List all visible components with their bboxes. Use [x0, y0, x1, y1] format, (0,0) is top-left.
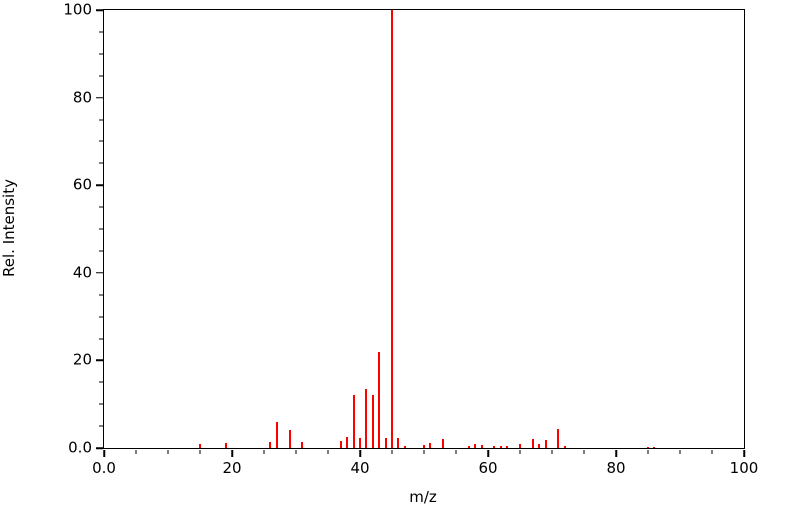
- x-axis-major-tick-80: [615, 449, 617, 457]
- spectrum-peak-mz-27: [275, 421, 278, 448]
- y-axis-minor-tick-70: [98, 140, 103, 142]
- spectrum-peak-mz-85: [647, 446, 649, 448]
- y-axis-tick-label-20: 20: [72, 350, 92, 369]
- spectrum-peak-mz-42: [371, 395, 374, 448]
- y-axis-minor-tick-5: [98, 425, 103, 427]
- x-axis-tick-label-100: 100: [729, 459, 759, 477]
- x-axis-minor-tick-35: [327, 449, 329, 454]
- spectrum-peak-mz-41: [365, 388, 368, 448]
- spectrum-peak-mz-86: [653, 446, 656, 448]
- x-axis-minor-tick-65: [519, 449, 521, 454]
- y-axis-minor-tick-15: [98, 381, 103, 383]
- y-axis-title: Rel. Intensity: [0, 179, 18, 277]
- y-axis-major-tick-40: [95, 272, 103, 274]
- spectrum-peak-mz-59: [480, 444, 483, 448]
- x-axis-minor-tick-70: [551, 449, 553, 454]
- spectrum-peak-mz-40: [359, 438, 361, 448]
- spectrum-peak-mz-46: [397, 438, 400, 448]
- y-axis-major-tick-80: [95, 96, 103, 99]
- spectrum-peak-mz-26: [269, 442, 272, 448]
- spectrum-peak-mz-58: [474, 444, 477, 448]
- y-axis-minor-tick-85: [98, 75, 103, 77]
- x-axis-major-tick-0: [103, 449, 105, 457]
- spectrum-peak-mz-72: [563, 446, 566, 448]
- spectrum-peak-mz-67: [531, 439, 534, 448]
- x-axis-tick-label-0: 0.0: [92, 459, 116, 477]
- spectrum-peak-mz-61: [493, 445, 496, 448]
- y-axis-minor-tick-30: [98, 316, 103, 318]
- spectrum-peak-mz-63: [506, 446, 509, 448]
- x-axis-major-tick-60: [487, 449, 489, 457]
- spectrum-peak-mz-39: [352, 395, 355, 448]
- y-axis-minor-tick-65: [98, 162, 103, 164]
- x-axis-title: m/z: [409, 488, 437, 506]
- x-axis-minor-tick-90: [679, 449, 681, 454]
- y-axis-tick-label-60: 60: [72, 175, 92, 194]
- y-axis-tick-label-100: 100: [63, 0, 92, 19]
- spectrum-peak-mz-65: [519, 443, 521, 448]
- y-axis-tick-label-0: 0.0: [68, 438, 92, 457]
- plot-area: 0.0 20 40 60 80 100 0.0 20 40 60 80 100: [63, 2, 758, 476]
- spectrum-peak-mz-53: [442, 438, 445, 448]
- spectrum-peak-mz-62: [499, 446, 502, 448]
- y-axis-minor-tick-95: [98, 31, 103, 33]
- spectrum-peak-mz-19: [224, 442, 227, 448]
- y-axis-minor-tick-75: [98, 119, 103, 120]
- spectrum-peak-mz-68: [538, 444, 541, 448]
- y-axis-major-tick-0: [95, 447, 103, 449]
- y-axis-major-tick-100: [95, 9, 103, 11]
- y-axis-minor-tick-55: [98, 206, 103, 208]
- spectrum-peak-mz-31: [301, 441, 304, 448]
- spectrum-peak-mz-44: [384, 438, 387, 448]
- x-axis-major-tick-40: [359, 449, 361, 457]
- y-axis-minor-tick-35: [98, 294, 103, 296]
- spectrum-peak-mz-43: [378, 351, 381, 448]
- spectrum-peak-mz-15: [199, 443, 201, 448]
- x-axis-minor-tick-25: [263, 449, 265, 454]
- y-axis-tick-label-40: 40: [72, 263, 92, 282]
- x-axis-minor-tick-15: [199, 449, 201, 454]
- x-axis-minor-tick-50: [423, 449, 425, 454]
- x-axis-minor-tick-55: [455, 449, 457, 454]
- spectrum-peak-mz-69: [544, 440, 547, 448]
- y-axis-minor-tick-25: [98, 338, 103, 339]
- x-axis-tick-label-40: 40: [350, 459, 370, 477]
- x-axis-major-tick-100: [743, 449, 745, 457]
- y-axis-minor-tick-10: [98, 403, 103, 405]
- x-axis-minor-tick-45: [391, 449, 393, 454]
- y-axis-minor-tick-50: [98, 228, 103, 230]
- spectrum-peak-mz-47: [403, 445, 406, 448]
- x-axis-minor-tick-30: [295, 449, 297, 454]
- y-axis-major-tick-20: [95, 359, 103, 362]
- y-axis-minor-tick-90: [98, 53, 103, 55]
- x-axis-minor-tick-75: [583, 449, 585, 454]
- x-axis-tick-label-80: 80: [606, 459, 626, 477]
- y-axis-major-tick-60: [95, 184, 103, 186]
- x-axis-major-tick-20: [231, 449, 233, 457]
- x-axis-minor-tick-10: [167, 449, 169, 454]
- x-axis-tick-label-60: 60: [478, 459, 498, 477]
- x-axis-minor-tick-85: [647, 449, 649, 454]
- y-axis-tick-label-80: 80: [72, 88, 92, 107]
- spectrum-peak-mz-50: [423, 444, 425, 448]
- spectrum-peak-mz-29: [288, 430, 291, 448]
- spectrum-peak-mz-37: [339, 441, 342, 448]
- spectrum-peak-mz-45: [391, 10, 393, 448]
- x-axis-minor-tick-5: [135, 449, 137, 454]
- x-axis-minor-tick-95: [711, 449, 713, 454]
- spectrum-peak-mz-71: [557, 429, 560, 448]
- y-axis-minor-tick-45: [98, 250, 103, 252]
- spectrum-peak-mz-57: [467, 445, 470, 448]
- spectrum-peak-mz-51: [429, 442, 432, 448]
- x-axis-tick-label-20: 20: [222, 459, 242, 477]
- spectrum-peak-mz-38: [346, 437, 349, 448]
